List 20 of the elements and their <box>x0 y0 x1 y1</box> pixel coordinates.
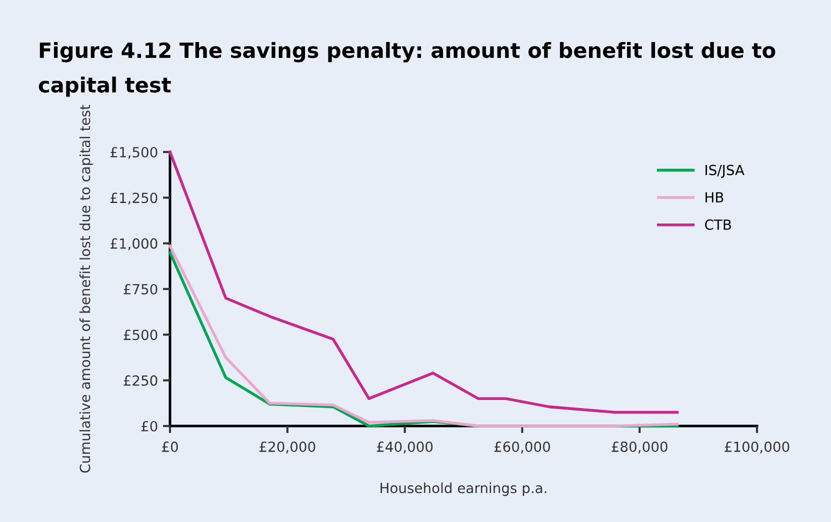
x-tick-label: £60,000 <box>494 442 550 454</box>
x-tick-label: £0 <box>162 442 178 452</box>
y-tick-label: £1,250 <box>110 192 158 205</box>
y-tick-label: £250 <box>124 375 158 386</box>
legend-label: IS/JSA <box>706 164 744 178</box>
y-tick-label: £750 <box>124 284 158 294</box>
y-tick-label: £0 <box>141 420 158 432</box>
y-tick-label: £1,000 <box>110 238 158 250</box>
legend-label: HB <box>706 192 724 202</box>
x-tick-label: £80,000 <box>612 442 668 454</box>
chart-title: Figure 4.12 The savings penalty: amount of benefit lost due to capital test <box>38 42 776 97</box>
x-tick-label: £40,000 <box>376 442 433 454</box>
line-series <box>168 150 679 414</box>
y-tick-label: £1,500 <box>110 146 158 159</box>
x-tick-label: £20,000 <box>260 442 316 454</box>
x-tick-label: £100,000 <box>724 442 790 454</box>
legend-label: CTB <box>705 219 731 230</box>
y-tick-label: £500 <box>124 330 158 340</box>
x-axis-title: Household earnings p.a. <box>380 482 546 496</box>
y-axis-title: Cumulative amount of benefit lost due to capital test <box>79 104 93 473</box>
